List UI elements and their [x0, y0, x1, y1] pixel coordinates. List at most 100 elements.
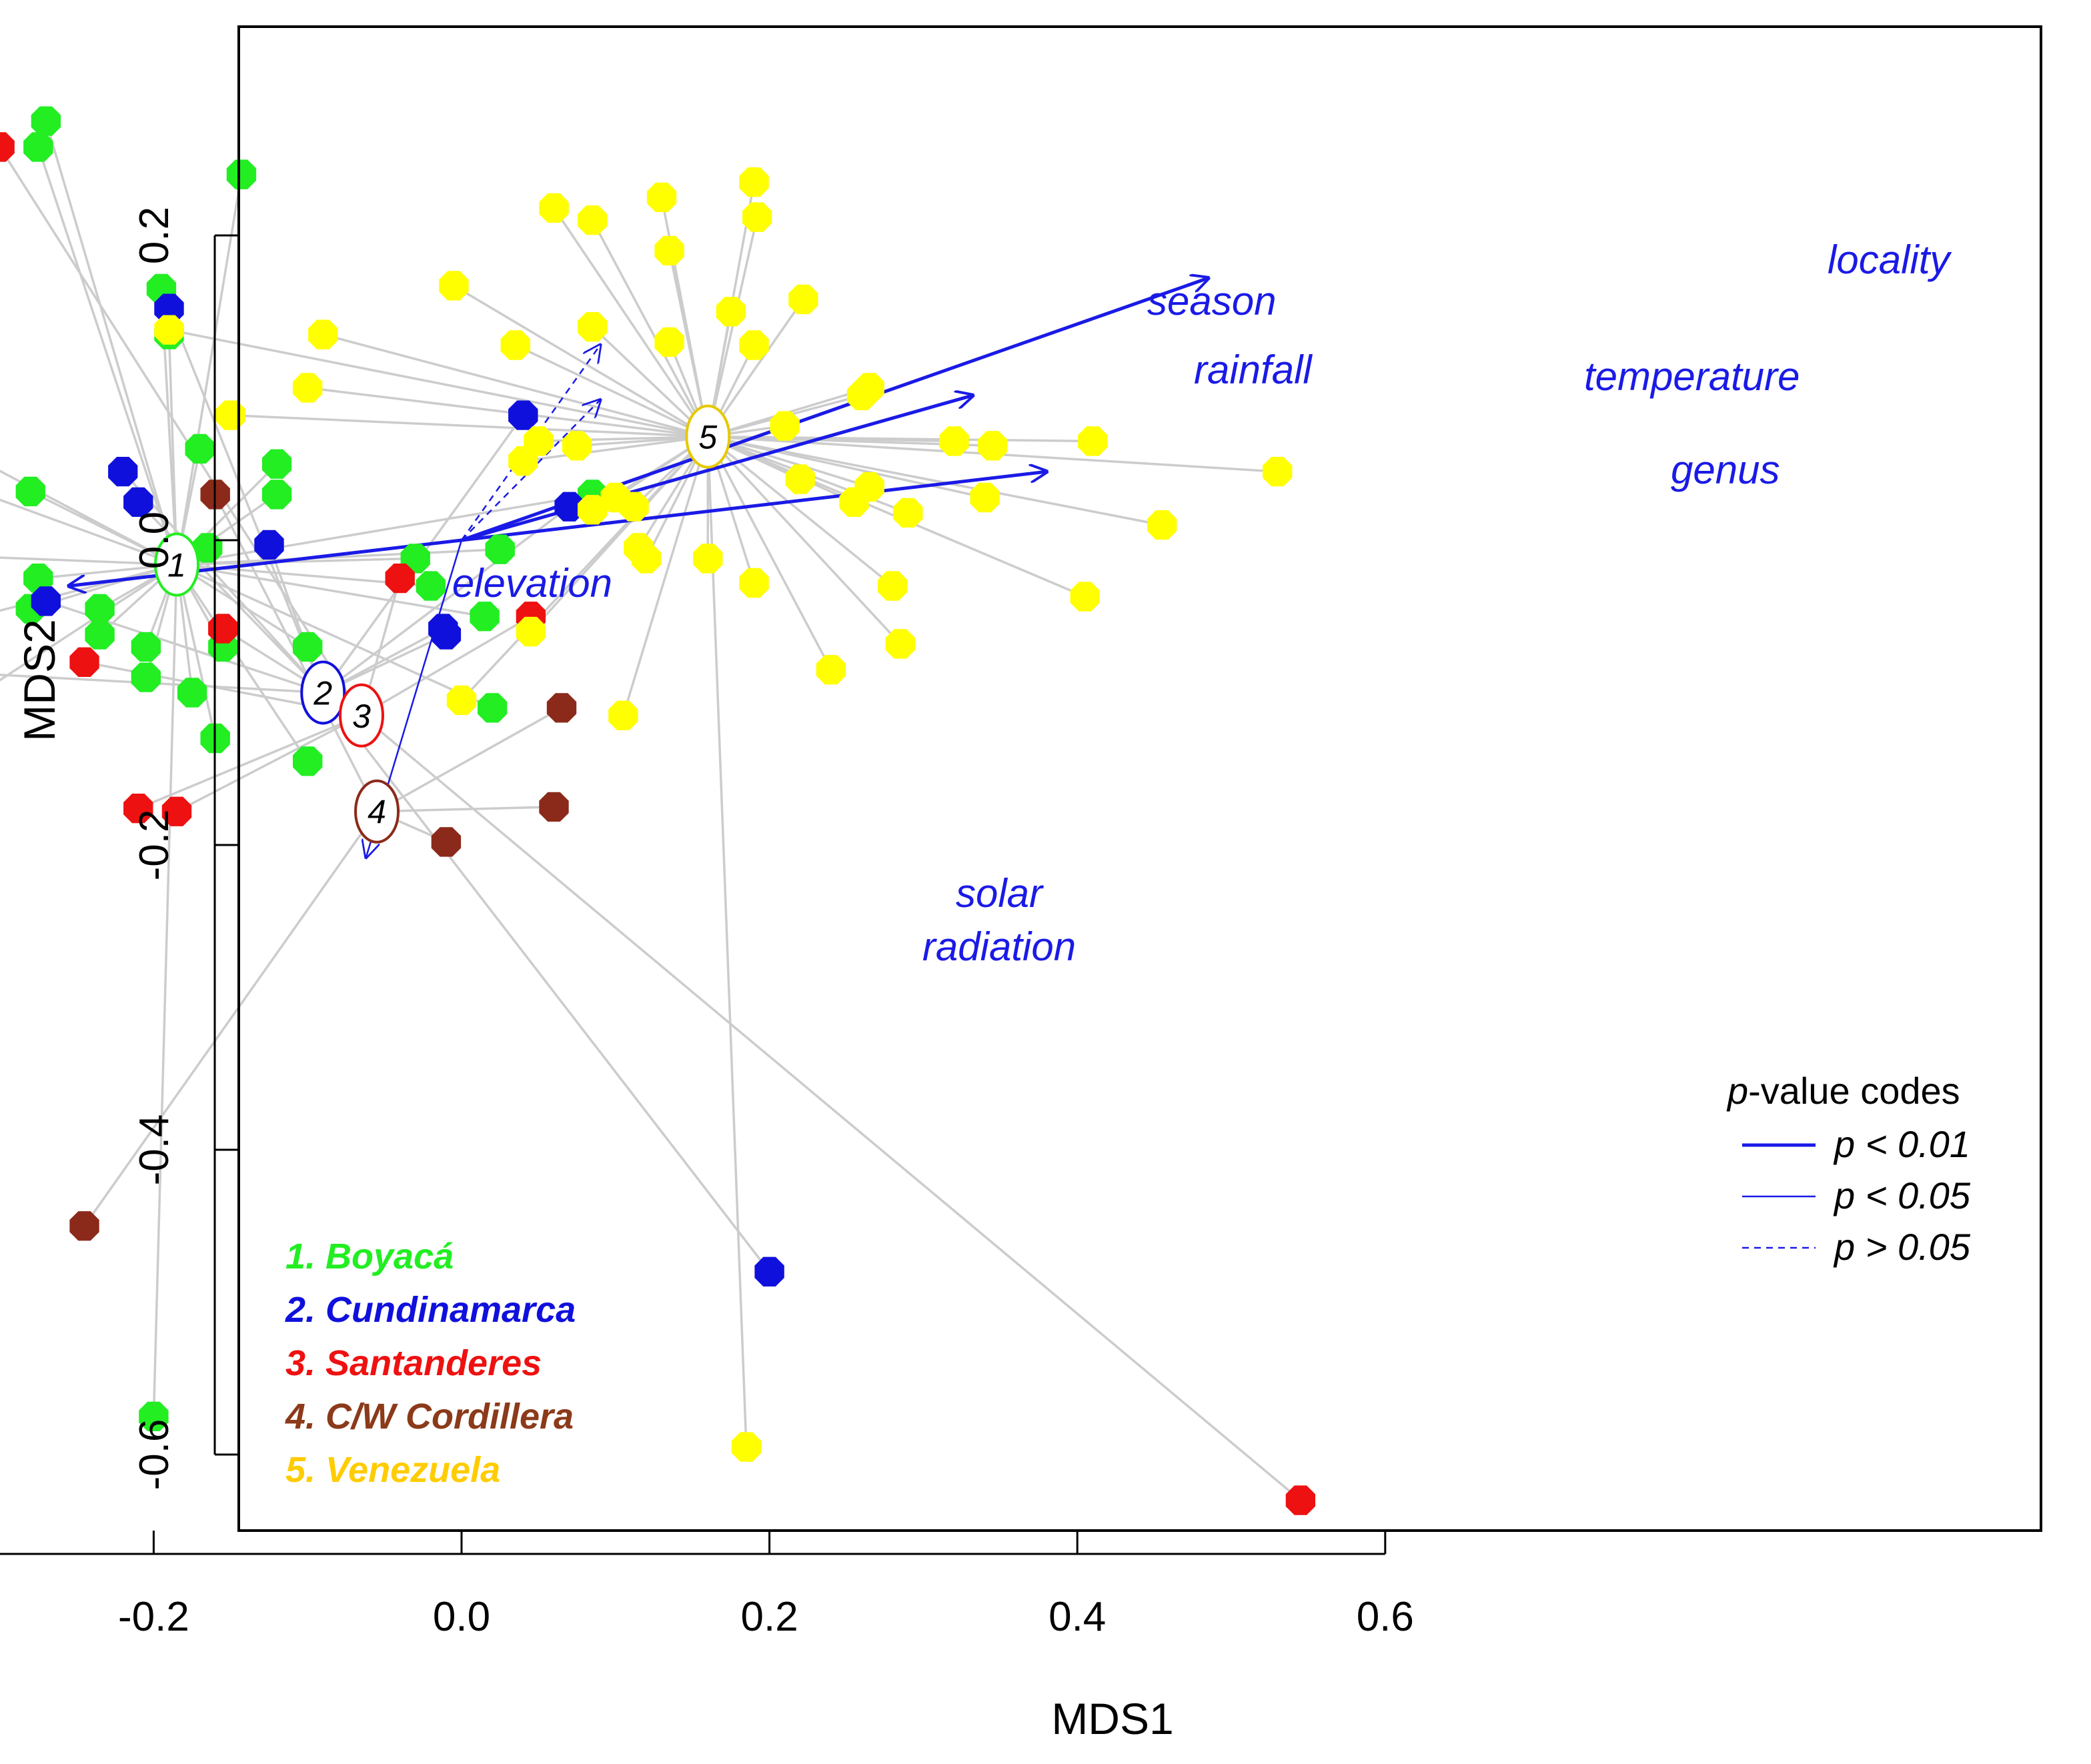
point-group-3 [208, 614, 238, 644]
spider-line [37, 146, 178, 566]
spider-line [706, 435, 902, 645]
spider-line [322, 506, 570, 694]
point-group-1 [470, 602, 500, 632]
vector-label-line: solar [956, 871, 1044, 916]
legend-item-group-4: 4. C/W Cordillera [285, 1397, 574, 1437]
point-group-1 [139, 1401, 169, 1431]
spider-line [591, 219, 709, 437]
point-group-1 [485, 534, 515, 564]
point-group-5 [439, 271, 469, 301]
spider-line [83, 810, 378, 1227]
vector-label-season: season [1147, 279, 1276, 323]
point-group-5 [1263, 457, 1293, 487]
point-group-5 [739, 568, 769, 598]
spider-line [29, 490, 177, 566]
vector-temperature [461, 395, 972, 542]
point-group-5 [785, 464, 815, 494]
spider-line [0, 564, 177, 682]
y-tick-label: 0.0 [131, 512, 177, 569]
legend-item-group-5: 5. Venezuela [285, 1450, 500, 1490]
point-group-5 [770, 411, 800, 441]
point-group-5 [154, 315, 184, 345]
x-tick-label: -0.2 [118, 1594, 189, 1640]
x-axis: -0.4-0.20.00.20.40.6 [0, 1531, 1414, 1640]
centroid-label-3: 3 [352, 698, 371, 735]
p-legend-title: p-value codes [1726, 1070, 1960, 1112]
y-tick-label: -0.4 [131, 1114, 177, 1186]
point-group-1 [226, 159, 257, 189]
point-group-5 [739, 167, 769, 197]
point-group-5 [608, 700, 638, 730]
centroid-ellipse-1 [154, 532, 200, 597]
point-group-5 [878, 571, 908, 601]
point-group-5 [854, 373, 884, 403]
point-group-5 [654, 235, 684, 265]
centroid-label-5: 5 [698, 419, 717, 456]
x-tick-label: 0.0 [433, 1594, 490, 1640]
spider-line [152, 564, 178, 1417]
spider-line [169, 328, 708, 438]
y-tick-label: -0.6 [131, 1419, 177, 1491]
vector-label-genus: genus [1671, 448, 1780, 492]
spider-line [0, 146, 363, 716]
spider-line [622, 436, 709, 716]
point-group-5 [739, 330, 769, 360]
spider-line [175, 564, 309, 762]
point-group-1 [293, 632, 323, 662]
centroid-label-1: 1 [167, 547, 186, 584]
point-group-5 [1070, 582, 1100, 612]
point-group-1 [131, 662, 161, 692]
spider-line [360, 714, 1301, 1501]
point-group-5 [978, 431, 1008, 461]
spider-line [137, 501, 324, 694]
spider-line [307, 386, 708, 438]
centroid-ellipse-5 [685, 404, 731, 469]
centroid-ellipse-4 [354, 779, 400, 844]
point-group-5 [446, 685, 477, 716]
point-group-5 [516, 616, 546, 647]
vector-label-elevation: elevation [452, 561, 612, 606]
spider-line [706, 298, 804, 437]
point-group-3 [69, 647, 99, 677]
y-tick-label: 0.2 [131, 207, 177, 264]
point-group-1 [478, 693, 508, 723]
p-legend-entry: p < 0.01 [1833, 1123, 1970, 1165]
spider-line [515, 343, 709, 438]
spider-line [0, 674, 323, 694]
point-group-5 [524, 426, 554, 456]
spider-line [322, 333, 708, 438]
spider-line [0, 498, 177, 566]
point-group-1 [15, 476, 45, 507]
point-group-4 [69, 1211, 99, 1241]
spider-line [591, 325, 709, 437]
point-group-5 [716, 297, 746, 327]
spider-line [706, 435, 832, 671]
x-tick-label: 0.6 [1357, 1594, 1414, 1640]
plot-frame [237, 25, 2042, 1532]
x-tick-label: 0.2 [740, 1594, 798, 1640]
point-group-4 [546, 693, 577, 723]
spider-line [121, 471, 324, 694]
point-group-3 [1285, 1485, 1315, 1515]
data-points [0, 106, 1315, 1515]
point-group-5 [654, 327, 684, 357]
point-group-1 [293, 746, 323, 776]
spider-line [45, 121, 178, 566]
point-group-2 [508, 400, 538, 430]
point-group-5 [939, 426, 969, 456]
spider-line [137, 714, 362, 810]
spider-line [0, 556, 177, 566]
point-group-2 [554, 492, 584, 522]
spider-line [453, 284, 709, 438]
point-group-4 [431, 827, 462, 857]
point-group-1 [261, 480, 292, 510]
point-group-2 [31, 586, 61, 616]
point-group-5 [885, 629, 915, 659]
spider-line [707, 435, 1163, 526]
p-legend-entry: p < 0.05 [1833, 1174, 1971, 1216]
point-group-2 [108, 457, 138, 487]
point-group-5 [1078, 426, 1108, 456]
point-group-5 [1147, 510, 1177, 540]
